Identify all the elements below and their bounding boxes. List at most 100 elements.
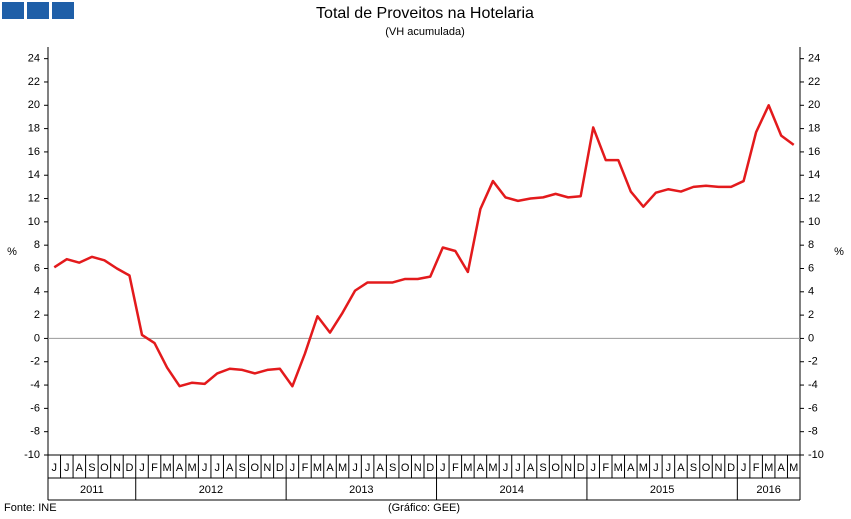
x-tick-label: F: [151, 462, 158, 474]
x-tick-label: J: [440, 462, 446, 474]
x-tick-label: N: [263, 462, 271, 474]
y-tick-label: -6: [30, 402, 40, 414]
x-tick-label: A: [627, 462, 635, 474]
y2-tick-label: 18: [808, 123, 820, 135]
x-tick-label: D: [276, 462, 284, 474]
x-tick-label: D: [125, 462, 133, 474]
y2-tick-label: 14: [808, 169, 820, 181]
x-tick-label: J: [52, 462, 58, 474]
y-tick-label: -2: [30, 356, 40, 368]
x-tick-label: F: [753, 462, 760, 474]
y2-tick-label: -2: [808, 356, 818, 368]
logo-block: [27, 2, 49, 19]
x-tick-label: S: [539, 462, 546, 474]
logo-block: [52, 2, 74, 19]
y-tick-label: 20: [28, 99, 40, 111]
x-tick-label: A: [226, 462, 234, 474]
x-tick-label: A: [477, 462, 485, 474]
x-tick-label: O: [251, 462, 260, 474]
chart-subtitle: (VH acumulada): [385, 26, 464, 38]
x-tick-label: O: [551, 462, 560, 474]
y2-tick-label: 6: [808, 262, 814, 274]
x-tick-label: J: [515, 462, 521, 474]
year-label: 2015: [650, 484, 674, 496]
logo-block: [2, 2, 24, 19]
x-tick-label: A: [176, 462, 184, 474]
y2-tick-label: 22: [808, 76, 820, 88]
y2-tick-label: 0: [808, 332, 814, 344]
x-tick-label: M: [463, 462, 472, 474]
y-tick-label: 6: [34, 262, 40, 274]
x-tick-label: J: [214, 462, 220, 474]
x-tick-label: M: [162, 462, 171, 474]
x-tick-label: M: [188, 462, 197, 474]
x-tick-label: J: [139, 462, 145, 474]
y2-tick-label: 20: [808, 99, 820, 111]
x-tick-label: D: [727, 462, 735, 474]
y2-tick-label: 4: [808, 286, 814, 298]
x-tick-label: O: [702, 462, 711, 474]
year-label: 2012: [199, 484, 223, 496]
y2-tick-label: 24: [808, 53, 820, 65]
y2-tick-label: 2: [808, 309, 814, 321]
x-tick-label: J: [352, 462, 358, 474]
x-tick-label: A: [778, 462, 786, 474]
x-tick-label: S: [690, 462, 697, 474]
y-tick-label: 18: [28, 123, 40, 135]
y-tick-label: -4: [30, 379, 40, 391]
x-tick-label: J: [290, 462, 296, 474]
x-tick-label: J: [590, 462, 596, 474]
x-tick-label: N: [414, 462, 422, 474]
y2-tick-label: -8: [808, 426, 818, 438]
credit: (Gráfico: GEE): [388, 502, 460, 514]
y2-tick-label: 16: [808, 146, 820, 158]
x-tick-label: J: [202, 462, 208, 474]
x-tick-label: A: [76, 462, 84, 474]
y2-tick-label: -10: [808, 449, 824, 461]
y-tick-label: 8: [34, 239, 40, 251]
y-tick-label: 14: [28, 169, 40, 181]
x-tick-label: M: [338, 462, 347, 474]
y-tick-label: 12: [28, 192, 40, 204]
y-tick-label: -10: [24, 449, 40, 461]
year-label: 2014: [499, 484, 523, 496]
x-tick-label: J: [503, 462, 509, 474]
y-tick-label: -8: [30, 426, 40, 438]
y2-axis-label: %: [834, 246, 844, 258]
x-tick-label: N: [564, 462, 572, 474]
y2-tick-label: 10: [808, 216, 820, 228]
x-tick-label: M: [764, 462, 773, 474]
y-tick-label: 22: [28, 76, 40, 88]
x-tick-label: O: [100, 462, 109, 474]
x-tick-label: J: [741, 462, 747, 474]
y-tick-label: 4: [34, 286, 40, 298]
x-tick-label: M: [789, 462, 798, 474]
x-tick-label: A: [376, 462, 384, 474]
y-tick-label: 24: [28, 53, 40, 65]
x-tick-label: S: [239, 462, 246, 474]
x-tick-label: F: [602, 462, 609, 474]
year-label: 2016: [756, 484, 780, 496]
x-tick-label: M: [313, 462, 322, 474]
x-tick-label: F: [302, 462, 309, 474]
y2-tick-label: -6: [808, 402, 818, 414]
x-tick-label: O: [401, 462, 410, 474]
x-tick-label: M: [488, 462, 497, 474]
y2-tick-label: 12: [808, 192, 820, 204]
y-tick-label: 2: [34, 309, 40, 321]
x-tick-label: J: [365, 462, 371, 474]
x-tick-label: A: [527, 462, 535, 474]
x-tick-label: A: [326, 462, 334, 474]
y2-tick-label: 8: [808, 239, 814, 251]
year-label: 2013: [349, 484, 373, 496]
y-tick-label: 16: [28, 146, 40, 158]
x-tick-label: F: [452, 462, 459, 474]
x-tick-label: S: [88, 462, 95, 474]
x-tick-label: A: [677, 462, 685, 474]
x-tick-label: S: [389, 462, 396, 474]
y2-tick-label: -4: [808, 379, 818, 391]
y-axis-label: %: [7, 246, 17, 258]
y-tick-label: 10: [28, 216, 40, 228]
x-tick-label: M: [614, 462, 623, 474]
x-tick-label: J: [653, 462, 659, 474]
